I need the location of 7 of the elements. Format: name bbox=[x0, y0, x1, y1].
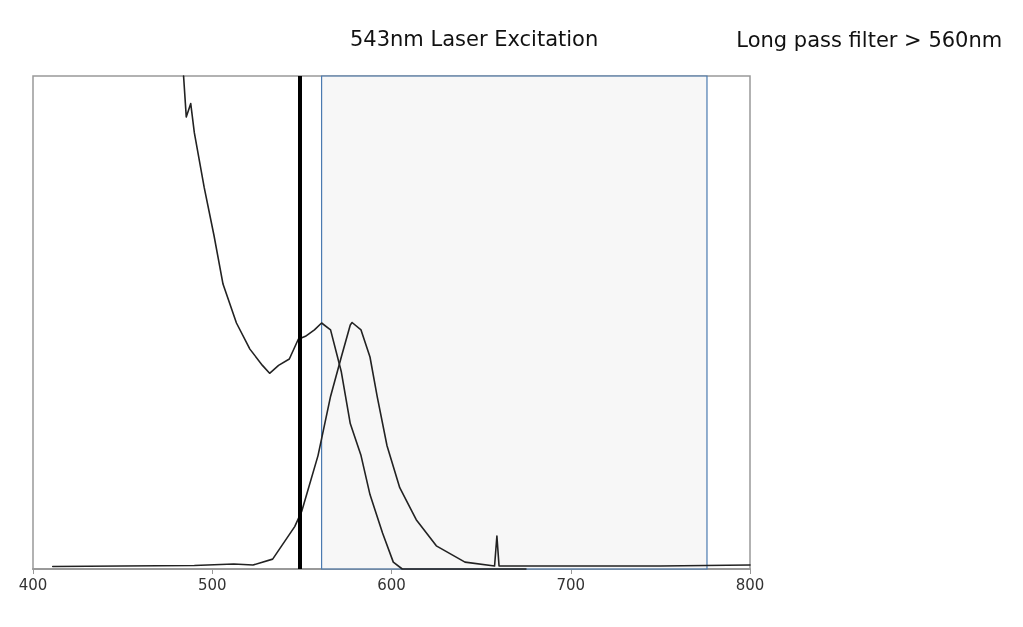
x-tick-label: 700 bbox=[556, 575, 586, 594]
band-label: Long pass filter > 560nm bbox=[736, 27, 1003, 52]
x-tick-label: 400 bbox=[18, 575, 48, 594]
x-tick-label: 600 bbox=[377, 575, 406, 594]
x-tick-label: 500 bbox=[197, 575, 227, 594]
ref-line-label: 543nm Laser Excitation bbox=[349, 26, 599, 51]
x-tick-label: 800 bbox=[735, 575, 765, 594]
